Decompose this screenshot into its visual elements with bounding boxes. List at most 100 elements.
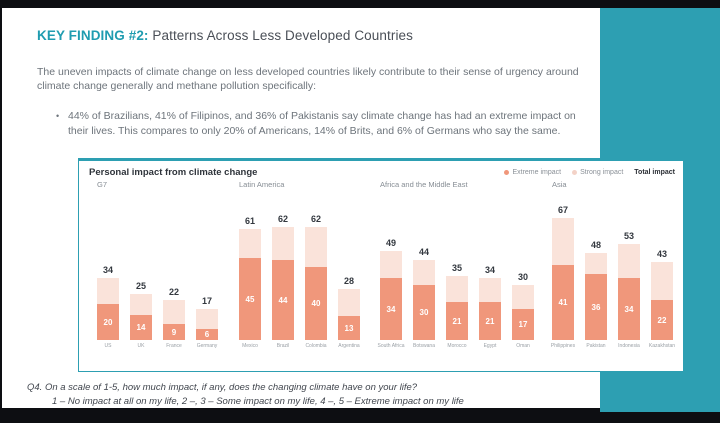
legend-label: Total impact: [634, 169, 675, 176]
bar-extreme-value: 22: [657, 315, 667, 325]
bar-total-value: 61: [244, 216, 255, 226]
bar-extreme-value: 20: [103, 317, 113, 327]
bar-extreme-segment: 45: [239, 258, 261, 340]
bar-extreme-value: 36: [591, 302, 601, 312]
chart-plot: G7 20 34 US 14 25 UK 9 22 France 6 17 Germany Latin A…: [79, 161, 683, 371]
bar: 40: [305, 227, 327, 340]
bar-total-value: 17: [201, 296, 212, 306]
bar-country-label: Argentina: [338, 343, 360, 349]
bar-extreme-segment: 17: [512, 309, 534, 340]
bar-country-label: France: [166, 343, 182, 349]
bar-country-label: Brazil: [276, 343, 290, 349]
bar-extreme-value: 13: [344, 323, 354, 333]
bar-extreme-value: 17: [518, 320, 528, 329]
bullet-marker-icon: •: [56, 111, 60, 121]
bar: 34: [380, 251, 402, 340]
bar-extreme-value: 34: [624, 304, 634, 314]
bar-country-label: Mexico: [242, 343, 258, 349]
bar-extreme-value: 40: [311, 299, 321, 308]
bar: 36: [585, 253, 607, 340]
bar-extreme-segment: 21: [446, 302, 468, 340]
bar-total-value: 28: [343, 276, 354, 286]
bar-extreme-segment: 13: [338, 316, 360, 340]
bar-extreme-value: 30: [419, 308, 429, 317]
intro-paragraph: The uneven impacts of climate change on …: [37, 66, 579, 93]
bar-extreme-value: 21: [452, 316, 462, 326]
bullet-item: • 44% of Brazilians, 41% of Filipinos, a…: [56, 109, 582, 138]
bar-extreme-segment: 14: [130, 315, 152, 340]
legend-dot-icon: [572, 170, 578, 175]
bar: 30: [413, 260, 435, 340]
chart-group-label: Asia: [552, 180, 567, 189]
bar-country-label: Indonesia: [618, 343, 640, 349]
bar-country-label: Morocco: [447, 343, 467, 349]
bullet-text: 44% of Brazilians, 41% of Filipinos, and…: [68, 110, 576, 137]
page-title: KEY FINDING #2: Patterns Across Less Dev…: [37, 28, 413, 43]
page-title-accent: KEY FINDING #2:: [37, 28, 149, 43]
bar-country-label: US: [104, 343, 112, 349]
bar-extreme-segment: 40: [305, 267, 327, 340]
bar-country-label: Germany: [196, 343, 218, 349]
bar: 14: [130, 294, 152, 340]
bar-total-value: 30: [517, 272, 528, 282]
bar-country-label: UK: [137, 343, 145, 349]
bar-extreme-segment: 6: [196, 329, 218, 340]
bar-total-value: 67: [557, 205, 568, 215]
chart-legend: Extreme impact Strong impact Total impact: [504, 169, 675, 176]
bar: 41: [552, 218, 574, 340]
bar-total-value: 49: [385, 238, 396, 248]
bar-total-value: 48: [590, 240, 601, 250]
bar: 13: [338, 289, 360, 340]
chart-group-label: Latin America: [239, 180, 285, 189]
bar: 45: [239, 229, 261, 340]
bar-extreme-segment: 34: [380, 278, 402, 340]
legend-label: Strong impact: [580, 169, 624, 176]
bar-extreme-segment: 30: [413, 285, 435, 340]
footnote-question: Q4. On a scale of 1-5, how much impact, …: [27, 382, 418, 393]
bar-country-label: Philippines: [550, 343, 576, 349]
bar-extreme-segment: 36: [585, 274, 607, 340]
legend-item: Total impact: [634, 169, 675, 176]
bar-extreme-value: 9: [171, 327, 177, 337]
legend-dot-icon: [504, 170, 510, 175]
bar: 21: [479, 278, 501, 340]
bar-country-label: Pakistan: [586, 343, 606, 349]
chart-title: Personal impact from climate change: [89, 167, 258, 178]
bar: 21: [446, 276, 468, 340]
bar-extreme-value: 14: [136, 323, 146, 332]
bar-country-label: Egypt: [483, 343, 497, 349]
bar-total-value: 34: [484, 265, 495, 275]
bar-total-value: 62: [277, 214, 288, 224]
bar: 44: [272, 227, 294, 340]
page-title-rest: Patterns Across Less Developed Countries: [148, 28, 414, 43]
bar-extreme-segment: 44: [272, 260, 294, 340]
footnote-scale: 1 – No impact at all on my life, 2 –, 3 …: [52, 396, 464, 407]
bar-extreme-segment: 21: [479, 302, 501, 340]
chart-card: Personal impact from climate change Extr…: [78, 158, 684, 372]
bar-extreme-value: 6: [204, 330, 210, 339]
bar: 34: [618, 244, 640, 340]
bar-country-label: Kazakhstan: [648, 343, 676, 349]
bar-extreme-segment: 9: [163, 324, 185, 340]
bar-extreme-segment: 34: [618, 278, 640, 340]
legend-item: Strong impact: [572, 169, 623, 176]
bar-total-value: 53: [623, 231, 634, 241]
bar-total-value: 35: [451, 263, 462, 273]
chart-group-label: G7: [97, 180, 108, 189]
bar: 9: [163, 300, 185, 340]
bar-country-label: Oman: [516, 343, 530, 349]
bar-extreme-value: 45: [245, 294, 255, 304]
bar-total-value: 62: [310, 214, 321, 224]
bar-extreme-segment: 22: [651, 300, 673, 340]
bar-extreme-value: 21: [485, 316, 495, 326]
bar-country-label: South Africa: [377, 343, 405, 349]
bar: 17: [512, 285, 534, 340]
bar-country-label: Colombia: [305, 343, 327, 349]
bar-extreme-segment: 20: [97, 304, 119, 340]
bar: 22: [651, 262, 673, 340]
bar-extreme-value: 44: [278, 295, 288, 305]
bar-total-value: 44: [418, 247, 429, 257]
bar-total-value: 43: [656, 249, 667, 259]
bar-total-value: 25: [135, 281, 146, 291]
legend-label: Extreme impact: [512, 169, 562, 176]
